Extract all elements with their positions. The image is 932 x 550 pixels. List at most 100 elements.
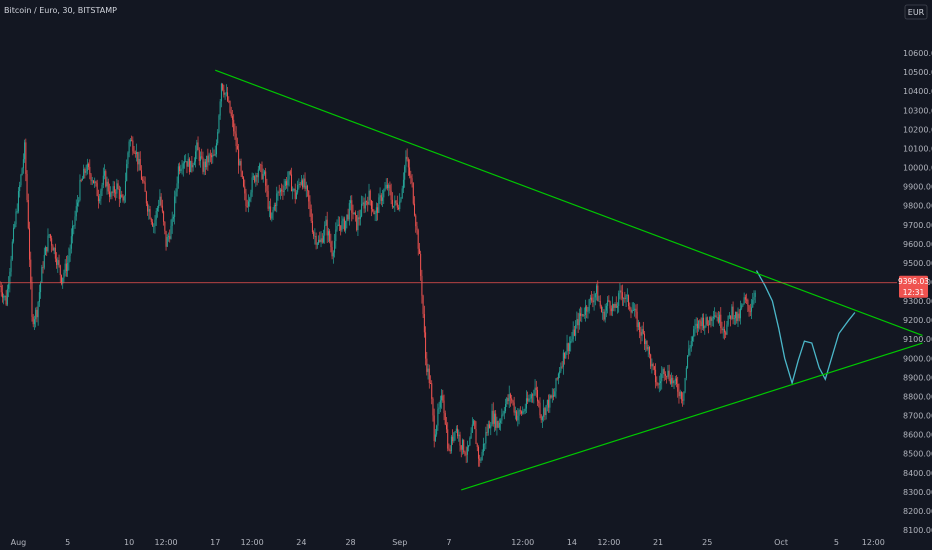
upper-trendline[interactable] — [215, 69, 923, 336]
price-axis[interactable]: 10600.00 10500.00 10400.00 10300.00 10200.00… — [903, 49, 932, 535]
candle-body — [464, 452, 466, 455]
candle-body — [607, 300, 609, 306]
candle-body — [4, 295, 6, 297]
candle-body — [38, 292, 40, 302]
candle-body — [753, 296, 755, 300]
candle-body — [717, 317, 719, 323]
candle-body — [57, 260, 59, 265]
time-axis[interactable]: Aug 5 10 12:00 17 12:00 24 28 Sep 7 12:00 14 12:00 21… — [11, 538, 885, 547]
candle-body — [390, 190, 392, 200]
candle-body — [191, 160, 193, 168]
candle-body — [567, 343, 569, 352]
candle-body — [184, 161, 185, 164]
candle-body — [450, 436, 452, 452]
projection-path[interactable] — [755, 270, 856, 386]
currency-badge[interactable]: EUR — [904, 4, 928, 20]
candle-body — [316, 243, 318, 245]
candle-body — [648, 346, 650, 355]
candle-body — [201, 156, 203, 158]
candle-body — [570, 341, 572, 344]
candle-body — [187, 158, 189, 167]
candle-body — [421, 275, 423, 296]
candle-body — [27, 199, 29, 229]
candle-body — [10, 259, 12, 272]
candle-body — [575, 325, 577, 336]
candle-body — [279, 189, 281, 193]
price-tick-label: 9300.00 — [903, 297, 932, 306]
candle-body — [154, 219, 156, 226]
time-tick-label: 12:00 — [597, 538, 620, 547]
candle-body — [588, 299, 590, 311]
candle-body — [284, 181, 286, 186]
candle-body — [730, 315, 732, 319]
lower-trendline[interactable] — [461, 342, 923, 491]
candle-body — [270, 206, 272, 219]
candle-body — [505, 404, 507, 412]
candle-body — [132, 140, 134, 152]
candle-body — [409, 167, 411, 176]
candle-body — [348, 203, 350, 220]
candle-body — [489, 424, 491, 429]
candle-body — [67, 262, 69, 272]
candle-body — [84, 169, 86, 173]
candle-body — [615, 303, 617, 308]
candle-body — [752, 299, 754, 308]
candle-body — [69, 248, 71, 256]
candle-body — [218, 115, 220, 133]
candle-body — [138, 159, 140, 165]
candle-body — [725, 332, 727, 335]
candle-body — [338, 224, 340, 226]
candle-body — [728, 315, 730, 317]
candle-body — [259, 164, 261, 170]
candle-body — [517, 415, 519, 421]
candle-body — [260, 164, 262, 166]
candle-body — [591, 297, 593, 301]
candle-body — [208, 154, 210, 163]
candle-body — [196, 142, 198, 152]
candle-body — [629, 306, 631, 310]
candle-body — [320, 238, 322, 242]
candle-body — [165, 230, 167, 247]
candle-body — [674, 378, 676, 381]
candle-body — [699, 320, 701, 322]
candle-body — [712, 316, 714, 319]
candle-body — [746, 299, 748, 301]
price-tick-label: 10100.00 — [903, 144, 932, 153]
candle-body — [551, 395, 553, 398]
candle-body — [354, 212, 356, 216]
candle-body — [447, 429, 449, 449]
candle-body — [480, 460, 482, 461]
candle-body — [102, 175, 104, 185]
candle-body — [227, 92, 229, 101]
candle-body — [433, 415, 435, 442]
candle-body — [703, 317, 705, 329]
candle-body — [650, 354, 652, 367]
candle-body — [292, 188, 294, 192]
candle-body — [428, 368, 430, 384]
candle-body — [171, 218, 173, 226]
candle-body — [474, 420, 476, 429]
candle-body — [720, 314, 722, 328]
candle-body — [637, 322, 639, 328]
candle-body — [522, 411, 524, 414]
candle-body — [610, 308, 612, 312]
candle-body — [475, 428, 477, 445]
candle-body — [599, 300, 601, 307]
candle-body — [640, 332, 642, 336]
candle-body — [471, 424, 473, 433]
candle-body — [553, 395, 554, 397]
candle-body — [597, 285, 599, 302]
candle-body — [337, 224, 339, 227]
candle-body — [262, 174, 264, 180]
candle-body — [5, 295, 7, 305]
candle-body — [251, 177, 253, 193]
candle-body — [94, 181, 96, 184]
candle-body — [276, 193, 278, 206]
candle-body — [199, 156, 201, 162]
candle-body — [535, 387, 537, 391]
candle-body — [101, 184, 103, 191]
candle-body — [677, 383, 679, 392]
candle-body — [53, 247, 55, 251]
candle-body — [391, 199, 393, 207]
